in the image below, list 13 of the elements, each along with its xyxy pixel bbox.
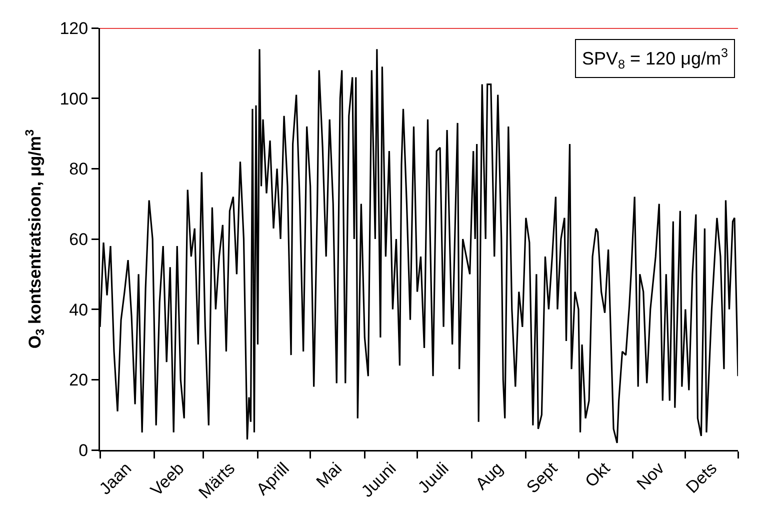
x-tick-label: Dets — [682, 458, 721, 497]
x-tick-label: Mai — [312, 458, 346, 492]
x-tick-label: Nov — [633, 458, 668, 494]
ref-line-label: SPV$_{8}$ = 120 μg/m$^{3}$ — [582, 46, 728, 72]
x-tick-label: Aug — [472, 458, 507, 494]
y-tick-label: 40 — [69, 300, 88, 320]
y-tick-label: 20 — [69, 370, 88, 390]
y-tick-label: 60 — [69, 230, 88, 249]
y-tick-label: 100 — [60, 89, 88, 108]
y-tick-label: 0 — [78, 440, 88, 460]
y-tick-label: 120 — [60, 18, 88, 38]
x-tick-label: Okt — [581, 458, 614, 491]
y-tick-label: 80 — [69, 160, 88, 179]
